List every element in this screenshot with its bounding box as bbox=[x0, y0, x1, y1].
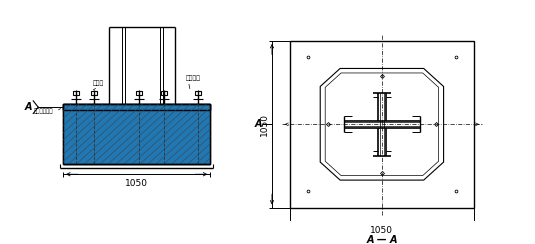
Text: 1050: 1050 bbox=[125, 179, 148, 188]
Bar bbox=[63, 104, 210, 110]
Bar bbox=[63, 104, 210, 164]
Text: 水平调节螺栓: 水平调节螺栓 bbox=[34, 108, 53, 114]
Text: 1050: 1050 bbox=[260, 113, 269, 136]
Bar bbox=[136, 91, 142, 95]
Text: 止三板: 止三板 bbox=[92, 81, 103, 86]
Text: 1050: 1050 bbox=[370, 225, 393, 234]
Bar bbox=[63, 104, 210, 164]
Bar bbox=[63, 104, 210, 110]
Bar bbox=[73, 91, 79, 95]
Polygon shape bbox=[320, 69, 444, 180]
Text: A: A bbox=[254, 119, 262, 129]
Bar bbox=[160, 91, 166, 95]
Text: A: A bbox=[25, 102, 32, 112]
Bar bbox=[91, 91, 97, 95]
Bar bbox=[195, 91, 201, 95]
Bar bbox=[290, 41, 474, 208]
Text: 预埋螺栓: 预埋螺栓 bbox=[186, 75, 201, 81]
Text: A — A: A — A bbox=[366, 234, 398, 244]
Bar bbox=[63, 104, 210, 164]
